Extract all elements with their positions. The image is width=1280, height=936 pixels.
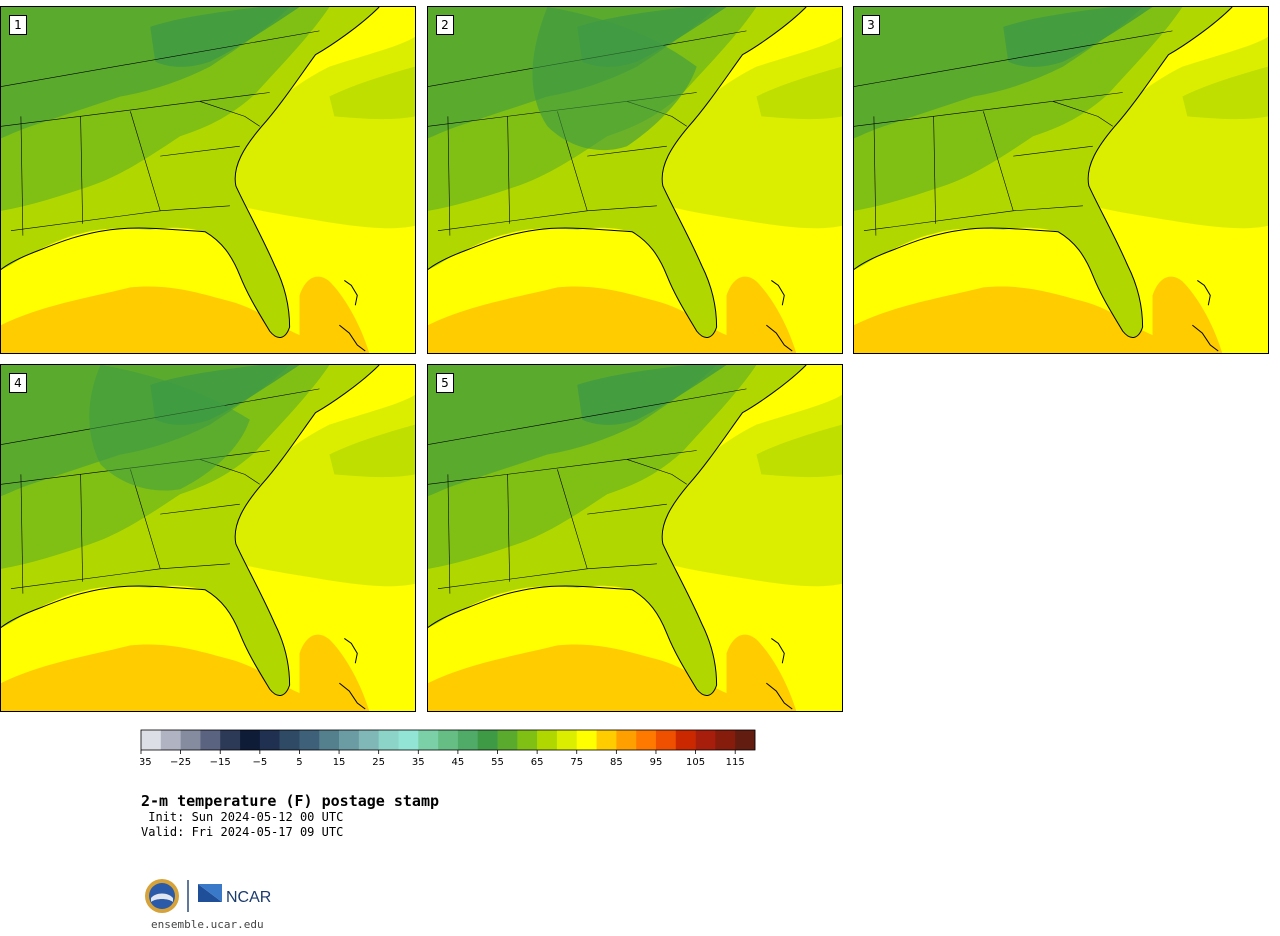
colorbar-swatch bbox=[398, 730, 419, 750]
colorbar-tick-label: 75 bbox=[570, 757, 583, 768]
colorbar-tick-label: 105 bbox=[686, 757, 705, 768]
chart-title: 2-m temperature (F) postage stamp bbox=[141, 792, 440, 810]
colorbar-swatch bbox=[675, 730, 696, 750]
colorbar-tick-label: 55 bbox=[491, 757, 504, 768]
ensemble-member-panel-5: 5 bbox=[427, 364, 843, 712]
website-link[interactable]: ensemble.ucar.edu bbox=[151, 918, 264, 931]
valid-time: Valid: Fri 2024-05-17 09 UTC bbox=[141, 825, 344, 839]
colorbar-tick-label: 35 bbox=[412, 757, 425, 768]
init-time: Init: Sun 2024-05-12 00 UTC bbox=[141, 810, 344, 824]
panel-number-label: 4 bbox=[9, 373, 27, 393]
colorbar-tick-label: −25 bbox=[170, 757, 191, 768]
title-block: 2-m temperature (F) postage stamp Init: … bbox=[141, 792, 439, 840]
colorbar-swatch bbox=[200, 730, 221, 750]
colorbar-swatch bbox=[438, 730, 459, 750]
temperature-map-1 bbox=[1, 7, 415, 353]
ensemble-member-panel-1: 1 bbox=[0, 6, 416, 354]
colorbar-swatch bbox=[220, 730, 241, 750]
colorbar-tick-label: −35 bbox=[140, 757, 152, 768]
colorbar-swatch bbox=[695, 730, 716, 750]
colorbar-tick-label: 115 bbox=[726, 757, 745, 768]
colorbar-swatch bbox=[457, 730, 479, 750]
colorbar-swatch bbox=[141, 730, 162, 750]
panel-number-label: 1 bbox=[9, 15, 27, 35]
colorbar-swatch bbox=[339, 730, 360, 750]
colorbar-swatch bbox=[477, 730, 498, 750]
temperature-map-4 bbox=[1, 365, 415, 711]
panel-number-label: 2 bbox=[436, 15, 454, 35]
colorbar-swatch bbox=[279, 730, 300, 750]
colorbar-swatch bbox=[240, 730, 261, 750]
ncar-logo-text: NCAR bbox=[226, 889, 271, 906]
colorbar-swatch bbox=[636, 730, 657, 750]
colorbar-tick-label: 15 bbox=[333, 757, 346, 768]
colorbar-tick-label: 95 bbox=[650, 757, 663, 768]
logos: NCAR bbox=[145, 879, 271, 913]
ensemble-member-panel-4: 4 bbox=[0, 364, 416, 712]
colorbar-swatch bbox=[180, 730, 201, 750]
temperature-map-5 bbox=[428, 365, 842, 711]
colorbar-swatch bbox=[358, 730, 379, 750]
colorbar-swatch bbox=[596, 730, 617, 750]
colorbar-tick-label: 5 bbox=[296, 757, 302, 768]
colorbar-swatch bbox=[160, 730, 181, 750]
colorbar-tick-label: 85 bbox=[610, 757, 623, 768]
temperature-map-2 bbox=[428, 7, 842, 353]
colorbar-swatch bbox=[299, 730, 320, 750]
colorbar-swatch bbox=[418, 730, 439, 750]
colorbar-swatch bbox=[497, 730, 518, 750]
colorbar-swatch bbox=[735, 730, 756, 750]
colorbar-swatch bbox=[378, 730, 399, 750]
ensemble-member-panel-3: 3 bbox=[853, 6, 1269, 354]
temperature-colorbar: −35 −25 −15 −5 5 15 25 35 45 55 65 75 85 95 105 115 bbox=[140, 729, 756, 768]
colorbar-swatch bbox=[556, 730, 578, 750]
colorbar-swatch bbox=[537, 730, 558, 750]
colorbar-swatch bbox=[655, 730, 677, 750]
colorbar-tick-label: −5 bbox=[252, 757, 267, 768]
colorbar-swatch bbox=[616, 730, 637, 750]
colorbar-swatch bbox=[517, 730, 538, 750]
colorbar-tick-label: 65 bbox=[531, 757, 544, 768]
nsf-logo-icon bbox=[145, 879, 179, 913]
ensemble-member-panel-2: 2 bbox=[427, 6, 843, 354]
colorbar-swatch bbox=[319, 730, 340, 750]
colorbar-tick-label: 45 bbox=[452, 757, 465, 768]
panel-number-label: 5 bbox=[436, 373, 454, 393]
panel-number-label: 3 bbox=[862, 15, 880, 35]
colorbar-swatch bbox=[715, 730, 736, 750]
colorbar-swatch bbox=[576, 730, 597, 750]
colorbar-tick-label: −15 bbox=[210, 757, 231, 768]
colorbar-swatch bbox=[259, 730, 280, 750]
temperature-map-3 bbox=[854, 7, 1268, 353]
colorbar-tick-label: 25 bbox=[372, 757, 385, 768]
